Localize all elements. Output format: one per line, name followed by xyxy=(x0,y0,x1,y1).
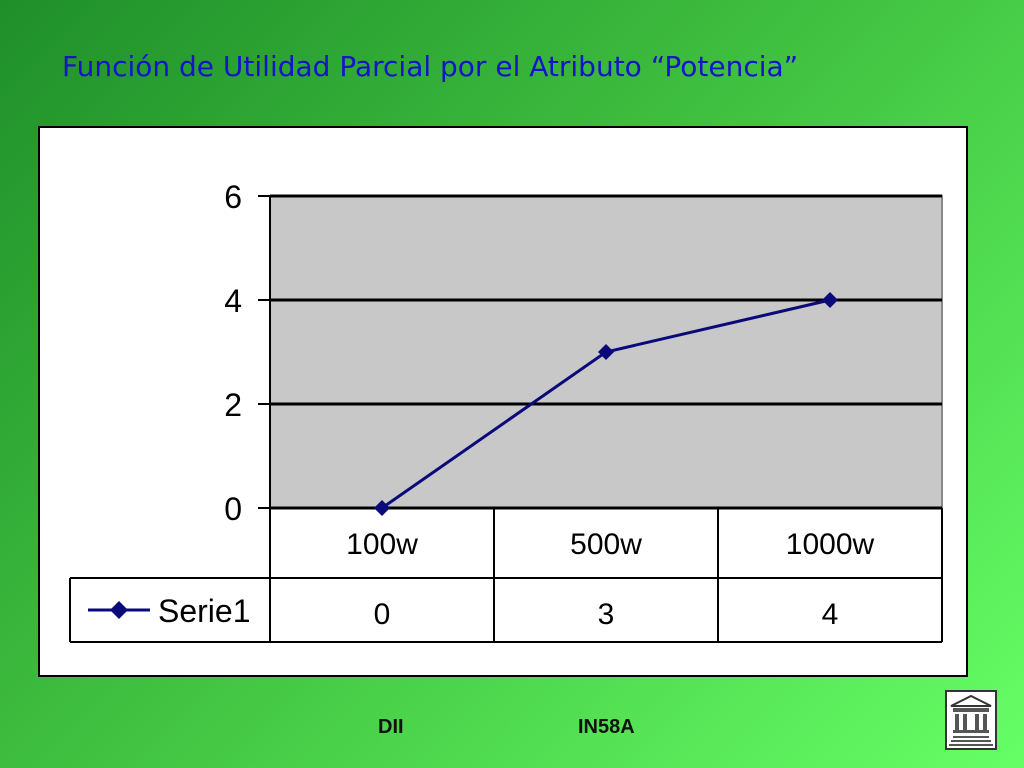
table-value: 3 xyxy=(598,598,615,631)
y-tick-label: 6 xyxy=(224,179,242,215)
table-value: 4 xyxy=(822,598,839,631)
x-category-label: 100w xyxy=(346,528,418,561)
data-point xyxy=(822,292,838,308)
y-tick-label: 4 xyxy=(224,283,242,319)
chart-frame: 0 2 4 6 100w 500w 1000w 0 3 4 Serie1 xyxy=(38,126,968,677)
y-tick-label: 2 xyxy=(224,387,242,423)
table-value: 0 xyxy=(374,598,391,631)
building-icon xyxy=(945,690,997,750)
footer-dept: DII xyxy=(378,716,404,738)
legend-label: Serie1 xyxy=(158,593,251,629)
y-tick-label: 0 xyxy=(224,491,242,527)
data-point xyxy=(598,344,614,360)
slide-title: Función de Utilidad Parcial por el Atrib… xyxy=(62,50,799,83)
legend-marker xyxy=(110,601,128,619)
x-category-label: 500w xyxy=(570,528,642,561)
data-point xyxy=(374,500,390,516)
footer-course: IN58A xyxy=(578,716,635,738)
line-chart: 0 2 4 6 100w 500w 1000w 0 3 4 Serie1 xyxy=(69,179,943,643)
x-category-label: 1000w xyxy=(786,528,875,561)
